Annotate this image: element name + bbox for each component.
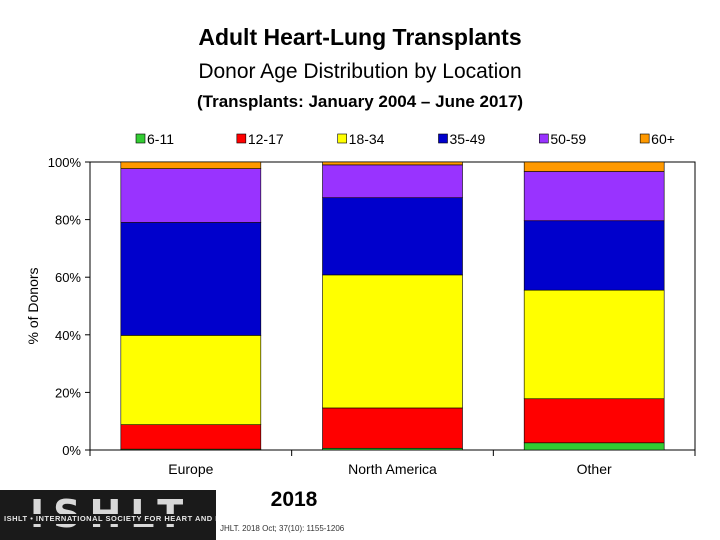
chart-title: Adult Heart-Lung Transplants [198,24,522,50]
bar-segment-12-17 [120,424,262,450]
bar-segment-18-34 [523,289,665,400]
footer: ISHLT ISHLT • INTERNATIONAL SOCIETY FOR … [0,486,372,540]
bar-segment-35-49 [120,222,262,336]
bar-segment-50-59 [322,164,463,199]
bar-segment-18-34 [322,274,463,409]
bar-segment-50-59 [523,171,665,222]
legend-swatch [539,133,549,144]
legend-swatch [337,133,347,144]
bar-segment-12-17 [322,407,463,449]
x-category-label: Europe [168,461,213,477]
legend-label: 60+ [651,131,675,147]
bar-segment-6-11 [523,442,665,451]
bar-segment-35-49 [322,197,463,276]
report-year: 2018 [270,488,318,511]
legend-label: 18-34 [349,131,385,147]
y-tick-label: 60% [55,270,81,285]
bar-segment-50-59 [120,168,262,223]
bar-segment-18-34 [120,335,262,425]
y-tick-label: 40% [55,328,81,343]
legend-swatch [438,133,448,144]
y-axis-label: % of Donors [25,267,41,344]
y-tick-label: 0% [62,443,81,458]
year-panel: 2018 JHLT. 2018 Oct; 37(10): 1155-1206 [216,486,372,540]
legend-swatch [639,133,650,144]
legend-label: 12-17 [248,131,284,147]
citation: JHLT. 2018 Oct; 37(10): 1155-1206 [220,524,345,533]
logo-subtitle: ISHLT • INTERNATIONAL SOCIETY FOR HEART … [4,514,370,524]
y-tick-label: 80% [55,213,81,228]
bar-segment-60+ [120,161,262,169]
bar-segment-35-49 [523,220,665,291]
bar-segment-60+ [322,161,463,166]
chart-subtitle: Donor Age Distribution by Location [198,60,522,83]
legend-swatch [236,133,247,144]
legend [90,130,695,150]
y-tick-label: 100% [48,155,82,170]
x-category-label: North America [348,461,437,477]
x-category-label: Other [577,461,612,477]
legend-swatch [135,133,146,144]
bar-segment-60+ [523,161,665,172]
bar-segment-12-17 [523,398,665,444]
legend-label: 6-11 [147,131,174,147]
legend-label: 35-49 [450,131,486,147]
y-tick-label: 20% [55,385,81,400]
legend-label: 50-59 [550,131,586,147]
chart-date-range: (Transplants: January 2004 – June 2017) [197,92,523,111]
